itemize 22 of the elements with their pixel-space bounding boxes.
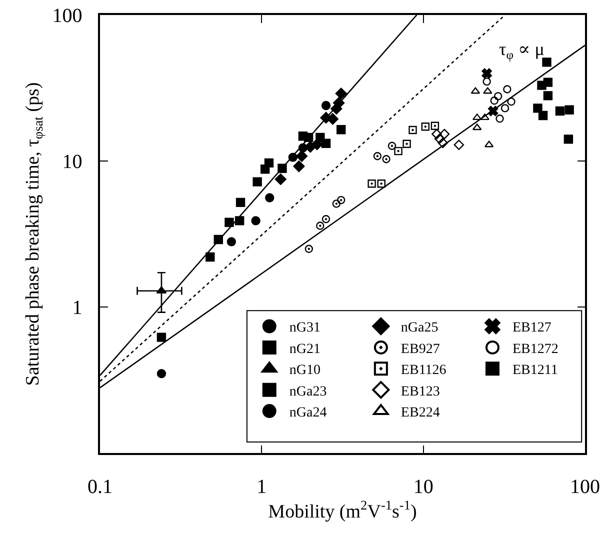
legend-label: EB127 <box>512 320 552 336</box>
y-tick-label: 10 <box>62 151 82 173</box>
x-tick-label: 0.1 <box>88 476 112 498</box>
legend-label: nG10 <box>289 363 321 378</box>
legend-label: EB1126 <box>400 363 446 378</box>
legend-label: nGa25 <box>400 320 438 336</box>
y-tick-label: 1 <box>72 297 82 319</box>
x-tick-label: 10 <box>413 476 434 498</box>
x-tick-label: 100 <box>570 476 600 498</box>
legend-label: nGa24 <box>289 406 327 421</box>
x-axis-title: Mobility (m$^{2}$V$^{-1}$s$^{-1}$) <box>268 498 417 523</box>
annotation: τ$_{φ}$ ∝ μ <box>499 39 544 62</box>
legend-label: EB927 <box>400 342 440 357</box>
legend-label: EB1211 <box>512 363 558 378</box>
legend-label: EB224 <box>400 406 440 421</box>
x-tick-label: 1 <box>256 476 267 498</box>
legend-label: EB1272 <box>512 342 558 357</box>
legend-label: nGa23 <box>289 384 327 400</box>
legend-label: EB123 <box>400 384 440 400</box>
y-tick-label: 100 <box>52 5 82 27</box>
legend-label: nG31 <box>289 320 321 336</box>
legend-label: nG21 <box>289 342 321 357</box>
